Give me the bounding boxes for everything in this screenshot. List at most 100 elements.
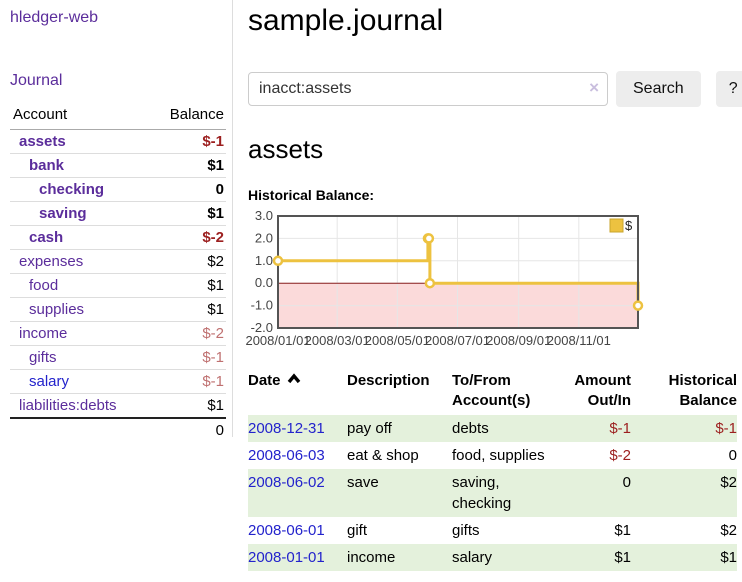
transaction-amount: $-2 [609, 447, 631, 464]
data-point-marker [632, 300, 644, 311]
transaction-date-link[interactable]: 2008-06-02 [248, 474, 325, 491]
transaction-date-link[interactable]: 2008-06-03 [248, 447, 325, 464]
x-tick-label: 2008/11/01 [547, 333, 611, 348]
account-link-income[interactable]: income [19, 325, 68, 342]
account-row-checking: checking 0 [10, 177, 226, 202]
account-row-supplies: supplies $1 [10, 297, 226, 322]
account-link-gifts[interactable]: gifts [29, 349, 57, 366]
register-header-description: Description [347, 372, 430, 389]
register-row: 2008-06-01 gift gifts $1 $2 [248, 517, 737, 544]
sidebar: hledger-web Journal Account Balance asse… [0, 0, 233, 442]
chart-title: Historical Balance: [248, 187, 375, 203]
transaction-balance: 0 [728, 447, 737, 464]
y-tick-label: 0.0 [255, 275, 273, 290]
transaction-amount: $1 [614, 522, 631, 539]
account-row-assets: assets $-1 [10, 130, 226, 154]
transaction-date-link[interactable]: 2008-01-01 [248, 549, 325, 566]
transaction-balance: $2 [720, 474, 737, 491]
account-link-assets[interactable]: assets [19, 133, 66, 150]
account-balance: $-1 [148, 369, 226, 394]
accounts-balance-table: Account Balance assets $-1 bank $1 check… [10, 103, 226, 442]
account-balance: $2 [148, 249, 226, 274]
account-row-gifts: gifts $-1 [10, 345, 226, 370]
y-tick-label: -2.0 [251, 320, 273, 335]
register-header-date[interactable]: Date [248, 369, 347, 415]
account-row-cash: cash $-2 [10, 225, 226, 250]
account-balance: $1 [148, 153, 226, 178]
account-link-salary[interactable]: salary [29, 373, 70, 390]
transaction-balance: $1 [720, 549, 737, 566]
transaction-balance: $2 [720, 522, 737, 539]
transaction-amount: 0 [622, 474, 631, 491]
x-tick-label: 2008/05/01 [365, 333, 430, 348]
help-button[interactable]: ? [715, 71, 742, 107]
account-link-liabilities-debts[interactable]: liabilities:debts [19, 397, 117, 414]
clear-search-icon[interactable]: × [589, 78, 599, 97]
page-title: sample.journal [248, 4, 444, 37]
account-link-checking[interactable]: checking [39, 181, 105, 198]
search-form: × Search ? [248, 71, 742, 107]
register-row: 2008-01-01 income salary $1 $1 [248, 544, 737, 571]
transaction-date-link[interactable]: 2008-06-01 [248, 522, 325, 539]
register-row: 2008-12-31 pay off debts $-1 $-1 [248, 415, 737, 442]
account-balance: 0 [148, 177, 226, 202]
search-input[interactable] [248, 72, 608, 106]
account-balance: $1 [148, 201, 226, 226]
account-link-saving[interactable]: saving [39, 205, 87, 222]
search-button[interactable]: Search [616, 71, 701, 107]
account-link-bank[interactable]: bank [29, 157, 65, 174]
register-header-balance: Historical Balance [668, 372, 737, 409]
account-row-bank: bank $1 [10, 153, 226, 178]
account-balance: $1 [148, 273, 226, 298]
data-point-marker [424, 277, 436, 289]
y-tick-label: 2.0 [255, 230, 273, 245]
account-row-food: food $1 [10, 273, 226, 298]
account-balance: $-1 [148, 345, 226, 370]
current-account-heading: assets [248, 134, 324, 164]
app-brand-link[interactable]: hledger-web [10, 9, 99, 26]
register-header-row: Date Description To/From Account(s) Amou… [248, 369, 737, 415]
sort-ascending-icon [287, 373, 300, 384]
account-link-cash[interactable]: cash [29, 229, 64, 246]
register-table: Date Description To/From Account(s) Amou… [248, 369, 737, 571]
account-row-expenses: expenses $2 [10, 249, 226, 274]
transaction-amount: $-1 [609, 420, 631, 437]
transaction-description: save [347, 474, 379, 491]
data-point-marker [423, 233, 435, 244]
transaction-account: gifts [452, 522, 480, 539]
y-tick-label: 3.0 [255, 208, 273, 223]
accounts-total-row: 0 [10, 417, 226, 442]
account-balance: $-1 [202, 133, 224, 150]
journal-nav-link[interactable]: Journal [10, 72, 63, 89]
register-header-amount: Amount Out/In [574, 372, 631, 409]
main-content: sample.journal × Search ? assets Histori… [245, 0, 742, 571]
y-tick-label: -1.0 [251, 298, 273, 313]
account-balance: $-2 [148, 321, 226, 346]
account-row-income: income $-2 [10, 321, 226, 346]
transaction-account: salary [452, 549, 493, 566]
account-balance: $-2 [148, 225, 226, 250]
account-row-saving: saving $1 [10, 201, 226, 226]
transaction-date-link[interactable]: 2008-12-31 [248, 420, 325, 437]
register-row: 2008-06-03 eat & shop food, supplies $-2… [248, 442, 737, 469]
legend-label: $ [625, 218, 633, 233]
account-row-salary: salary $-1 [10, 369, 226, 394]
transaction-description: gift [347, 522, 368, 539]
account-balance: $1 [148, 393, 226, 418]
accounts-header-balance: Balance [148, 103, 226, 130]
data-point-marker [272, 255, 284, 267]
x-tick-label: 2008/09/01 [486, 333, 551, 348]
transaction-description: income [347, 549, 396, 566]
x-tick-label: 2008/03/01 [305, 333, 370, 348]
legend-swatch [609, 218, 624, 233]
account-link-food[interactable]: food [29, 277, 59, 294]
accounts-total-value: 0 [148, 417, 226, 442]
historical-balance-chart: $3.0 2.0 1.0 0.0 -1.0 -2.02008/01/012008/03/0… [245, 208, 644, 348]
account-link-expenses[interactable]: expenses [19, 253, 84, 270]
transaction-account: debts [452, 420, 489, 437]
account-link-supplies[interactable]: supplies [29, 301, 85, 318]
register-row: 2008-06-02 save saving, checking 0 $2 [248, 469, 737, 517]
y-tick-label: 1.0 [255, 253, 273, 268]
transaction-amount: $1 [614, 549, 631, 566]
account-balance: $1 [148, 297, 226, 322]
